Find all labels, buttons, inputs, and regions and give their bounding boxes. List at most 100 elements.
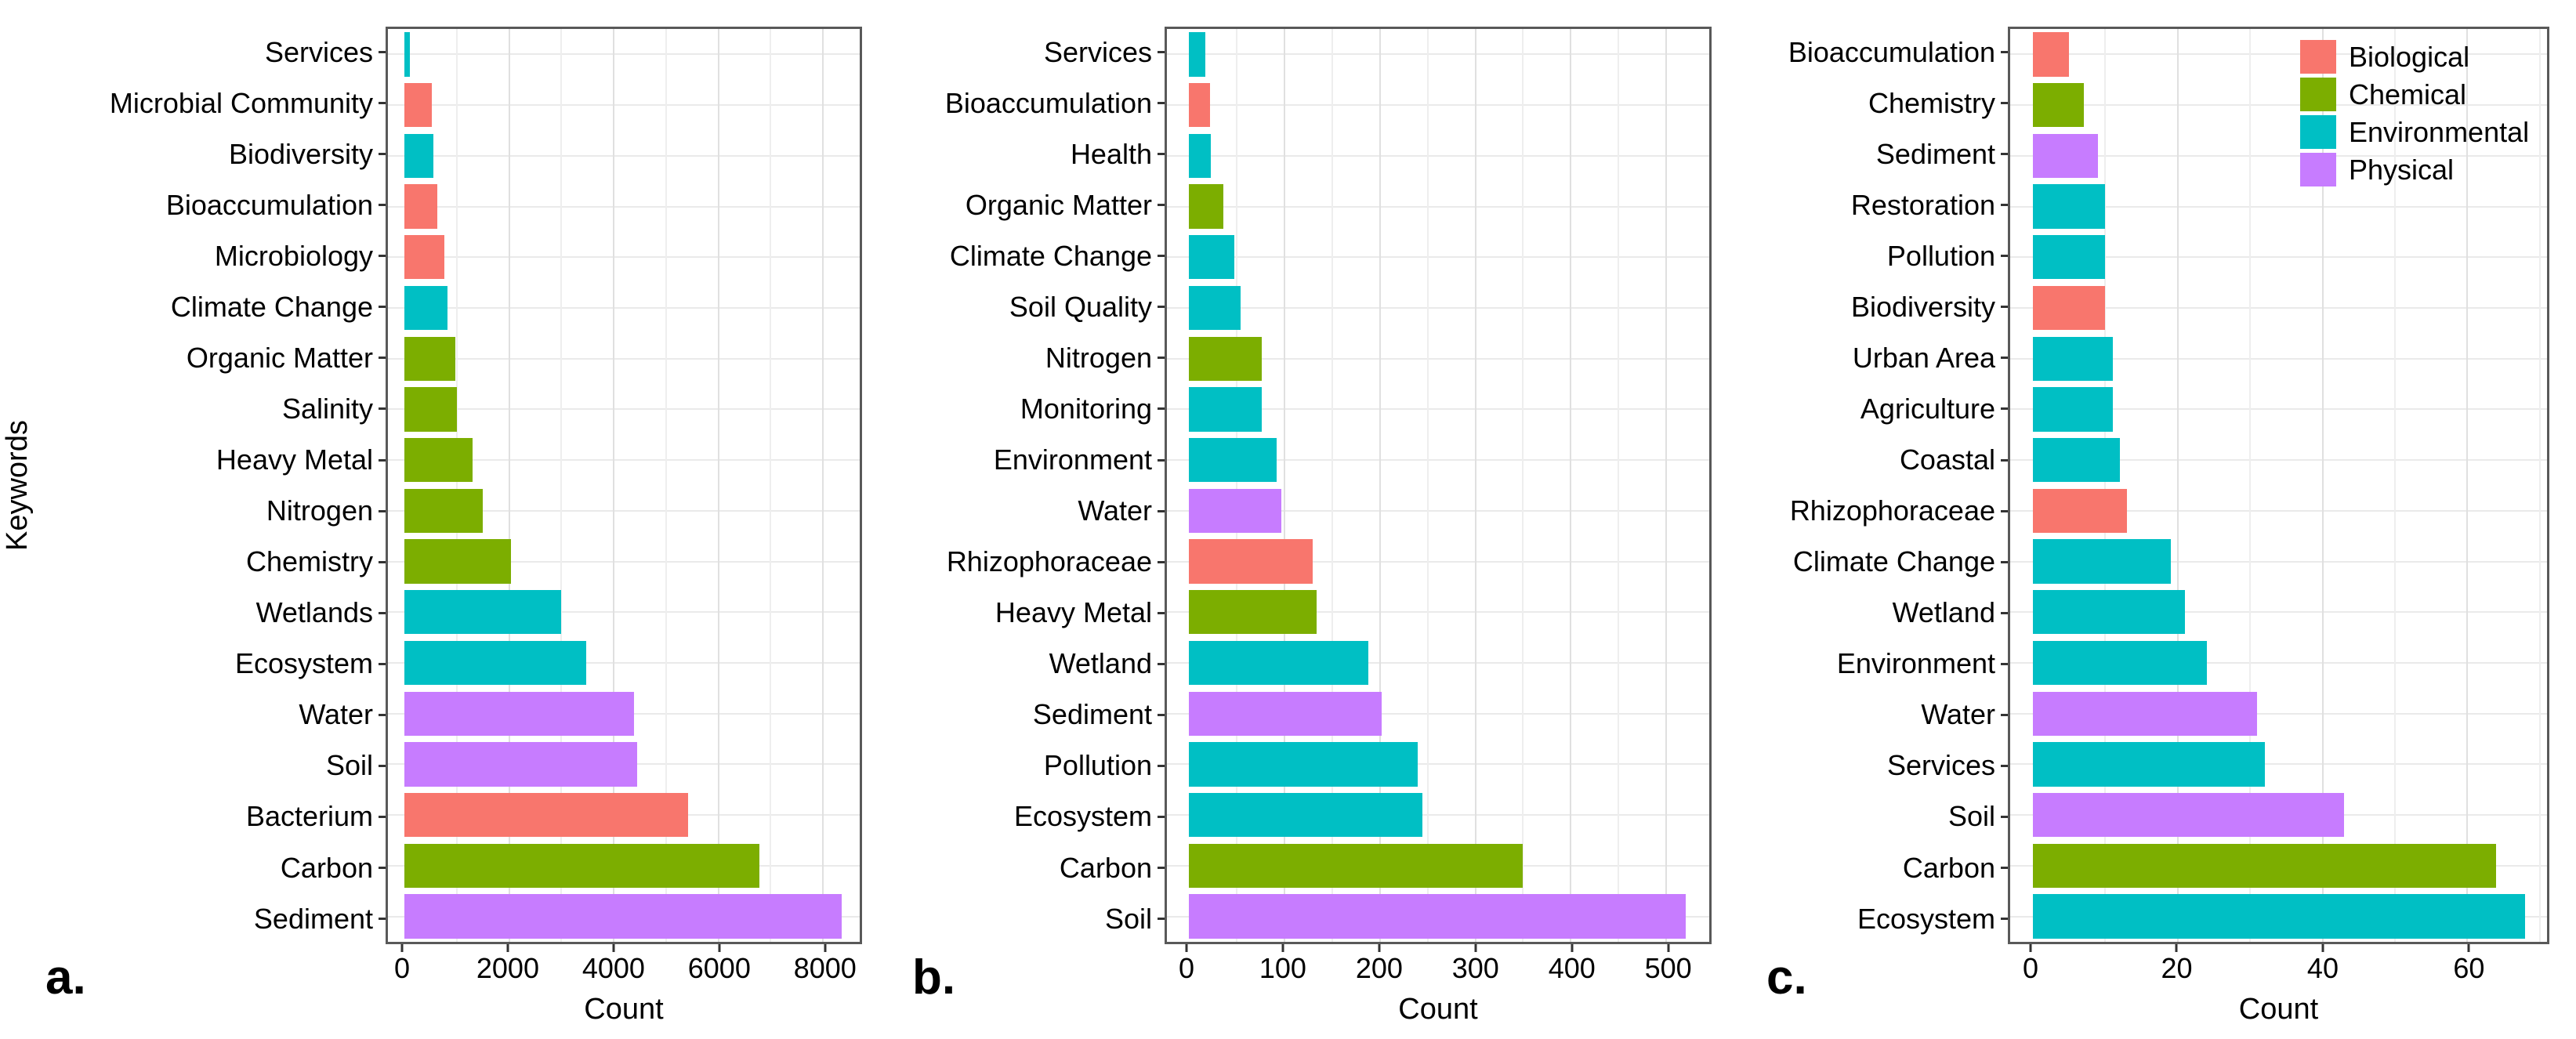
y-axis-label-row: Wetland (862, 639, 1165, 690)
y-axis-label: Nitrogen (1045, 341, 1152, 374)
y-axis-label-row: Soil (1712, 791, 2008, 842)
bar (404, 792, 688, 838)
y-axis-label: Agriculture (1860, 392, 1995, 425)
x-axis-b: 0 100 200 300 400 500 (1165, 944, 1712, 985)
bar-row (404, 181, 860, 232)
y-axis-label-row: Heavy Metal (862, 588, 1165, 639)
bar (404, 539, 511, 584)
grid-layer-b (1167, 29, 1709, 942)
bar-row (2033, 891, 2547, 942)
y-tick-mark (1158, 407, 1165, 411)
horizontal-gridline (1167, 509, 1709, 512)
y-axis-title: Keywords (1, 420, 34, 551)
plot-area-b (1165, 27, 1712, 944)
bar (404, 488, 483, 533)
y-axis-label: Salinity (281, 392, 373, 425)
y-axis-label: Soil (1947, 800, 1995, 833)
vertical-gridline (1379, 29, 1381, 942)
bar (404, 336, 455, 381)
y-axis-label-row: Sediment (35, 893, 386, 944)
bar-row (404, 283, 860, 334)
x-tick-label: 60 (2453, 952, 2485, 984)
y-axis-label-row: Chemistry (35, 537, 386, 588)
y-axis-label: Chemistry (245, 545, 373, 578)
bar-row (404, 29, 860, 80)
bar (1189, 539, 1313, 584)
y-axis-label: Sediment (1032, 698, 1152, 731)
x-tick-label: 8000 (793, 952, 857, 984)
horizontal-gridline (2010, 357, 2547, 360)
y-axis-label-row: Services (862, 27, 1165, 78)
y-axis-label: Wetland (1892, 596, 1995, 629)
bar (1189, 387, 1262, 432)
horizontal-gridline (2010, 205, 2547, 208)
y-axis-label-row: Microbiology (35, 230, 386, 281)
horizontal-gridline (2010, 256, 2547, 259)
y-tick-mark (1158, 255, 1165, 258)
x-tick-mark (718, 944, 721, 952)
y-axis-label-row: Climate Change (862, 230, 1165, 281)
bar (1189, 742, 1418, 787)
bar-row (1189, 283, 1709, 334)
vertical-gridline (770, 29, 772, 942)
bar (2033, 843, 2497, 888)
y-tick-mark (1158, 560, 1165, 563)
horizontal-gridline (2010, 662, 2547, 664)
bar (2033, 184, 2106, 229)
vertical-gridline (1235, 29, 1237, 942)
y-axis-label-row: Bacterium (35, 791, 386, 842)
y-tick-mark (379, 204, 386, 207)
vertical-gridline (560, 29, 563, 942)
y-axis-label: Bioaccumulation (944, 86, 1152, 119)
y-axis-label: Carbon (1902, 851, 1995, 884)
y-tick-mark (1158, 662, 1165, 665)
x-tick-label: 0 (393, 952, 411, 984)
y-tick-mark (2001, 102, 2008, 105)
bar (1189, 184, 1223, 229)
y-axis-label-row: Wetland (1712, 588, 2008, 639)
y-axis-label: Climate Change (170, 290, 373, 323)
y-axis-label: Organic Matter (186, 341, 373, 374)
y-axis-label-row: Environment (1712, 639, 2008, 690)
bar (1189, 285, 1241, 331)
bar (2033, 285, 2106, 331)
y-axis-labels-a: Services Microbial Community Biodiversity B… (35, 27, 386, 944)
legend-item: Chemical (2300, 78, 2529, 111)
y-axis-label-row: Sediment (1712, 129, 2008, 179)
horizontal-gridline (2010, 560, 2547, 563)
horizontal-gridline (388, 357, 860, 360)
vertical-gridline (1426, 29, 1429, 942)
horizontal-gridline (388, 53, 860, 56)
bar-row (2033, 587, 2547, 638)
bar (1189, 640, 1369, 686)
horizontal-gridline (1167, 560, 1709, 563)
panel-a: Keywords Services Microbial Community Biod… (0, 27, 862, 1039)
vertical-gridline (2393, 29, 2396, 942)
bar-row (2033, 485, 2547, 536)
bar-row (1189, 688, 1709, 739)
horizontal-gridline (1167, 104, 1709, 107)
y-axis-label-row: Urban Area (1712, 332, 2008, 383)
y-axis-label-row: Soil (35, 740, 386, 791)
x-axis-ticks-c: 0 20 40 60 (2023, 944, 2549, 985)
bar (404, 437, 473, 483)
bar-row (1189, 435, 1709, 486)
y-axis-label: Biodiversity (228, 137, 373, 170)
vertical-gridline (1618, 29, 1620, 942)
legend-label: Biological (2349, 40, 2470, 73)
y-axis-label: Bioaccumulation (1788, 35, 1995, 68)
vertical-gridline (2466, 29, 2469, 942)
y-tick-mark (2001, 204, 2008, 207)
y-tick-mark (2001, 153, 2008, 156)
y-axis-label-row: Restoration (1712, 179, 2008, 230)
vertical-gridline (1522, 29, 1524, 942)
bar-row (404, 435, 860, 486)
bar-row (404, 739, 860, 790)
y-axis-label-row: Salinity (35, 383, 386, 434)
bar (1189, 488, 1282, 533)
y-axis-label-row: Ecosystem (35, 639, 386, 690)
x-tick-label: 6000 (687, 952, 751, 984)
y-axis-label: Soil (1104, 902, 1152, 935)
horizontal-gridline (1167, 763, 1709, 766)
y-axis-label-row: Climate Change (1712, 537, 2008, 588)
